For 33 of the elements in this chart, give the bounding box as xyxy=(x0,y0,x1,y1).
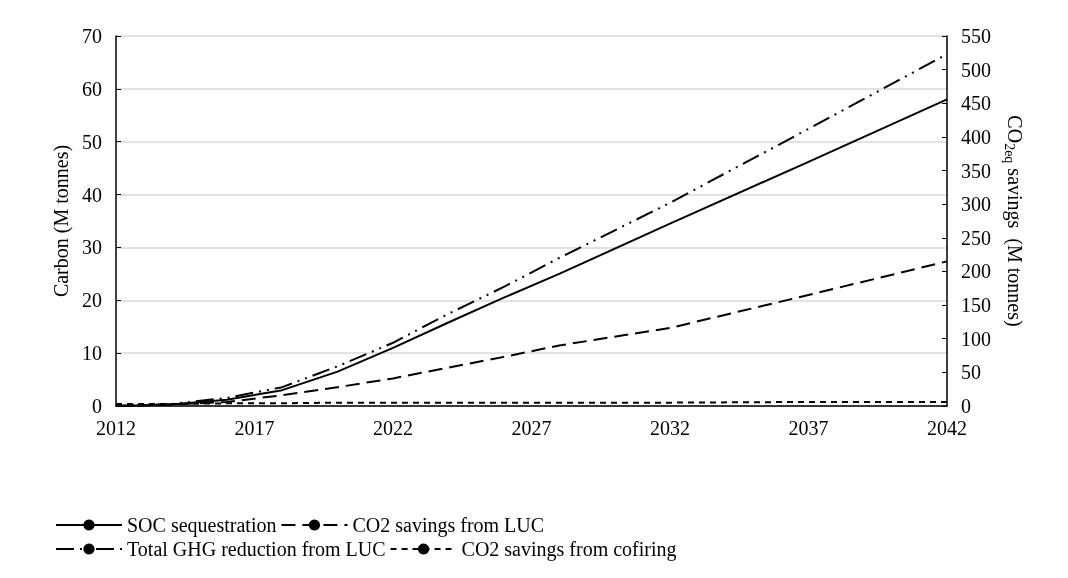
legend-label: Total GHG reduction from LUC xyxy=(127,538,386,560)
y2-tick-label: 250 xyxy=(961,226,991,249)
y-tick-label: 60 xyxy=(82,77,102,100)
x-tick-label: 2022 xyxy=(373,417,413,439)
x-tick-label: 2032 xyxy=(650,417,690,439)
x-tick-label: 2037 xyxy=(788,417,829,439)
y-tick-label: 70 xyxy=(82,25,102,47)
y2-tick-label: 300 xyxy=(961,193,991,216)
legend-label: CO2 savings from cofiring xyxy=(461,538,677,561)
y-tick-label: 10 xyxy=(82,342,102,365)
x-tick-label: 2017 xyxy=(234,417,275,439)
y-tick-label: 50 xyxy=(82,130,102,153)
y2-tick-label: 50 xyxy=(961,361,981,384)
x-tick-label: 2012 xyxy=(96,417,136,439)
y-tick-label: 20 xyxy=(82,289,102,312)
y2-tick-label: 400 xyxy=(961,125,991,148)
y2-tick-label: 350 xyxy=(961,159,991,182)
legend-label: CO2 savings from LUC xyxy=(352,514,545,537)
y-axis-title: Carbon (M tonnes) xyxy=(50,144,74,298)
y2-tick-label: 500 xyxy=(961,58,991,81)
x-tick-label: 2042 xyxy=(927,417,967,439)
y2-tick-label: 200 xyxy=(961,260,991,283)
y2-tick-label: 450 xyxy=(961,92,991,115)
y2-axis-title: CO2eq savings (M tonnes) xyxy=(1001,115,1026,327)
y-tick-label: 30 xyxy=(82,236,102,259)
y-tick-label: 0 xyxy=(92,395,102,417)
y-tick-label: 40 xyxy=(82,183,102,206)
legend-label: SOC sequestration xyxy=(127,514,277,537)
x-tick-label: 2027 xyxy=(511,417,552,439)
y2-tick-label: 150 xyxy=(961,294,991,317)
y2-tick-label: 550 xyxy=(961,25,991,47)
y2-tick-label: 0 xyxy=(961,395,971,417)
y2-tick-label: 100 xyxy=(961,327,991,350)
